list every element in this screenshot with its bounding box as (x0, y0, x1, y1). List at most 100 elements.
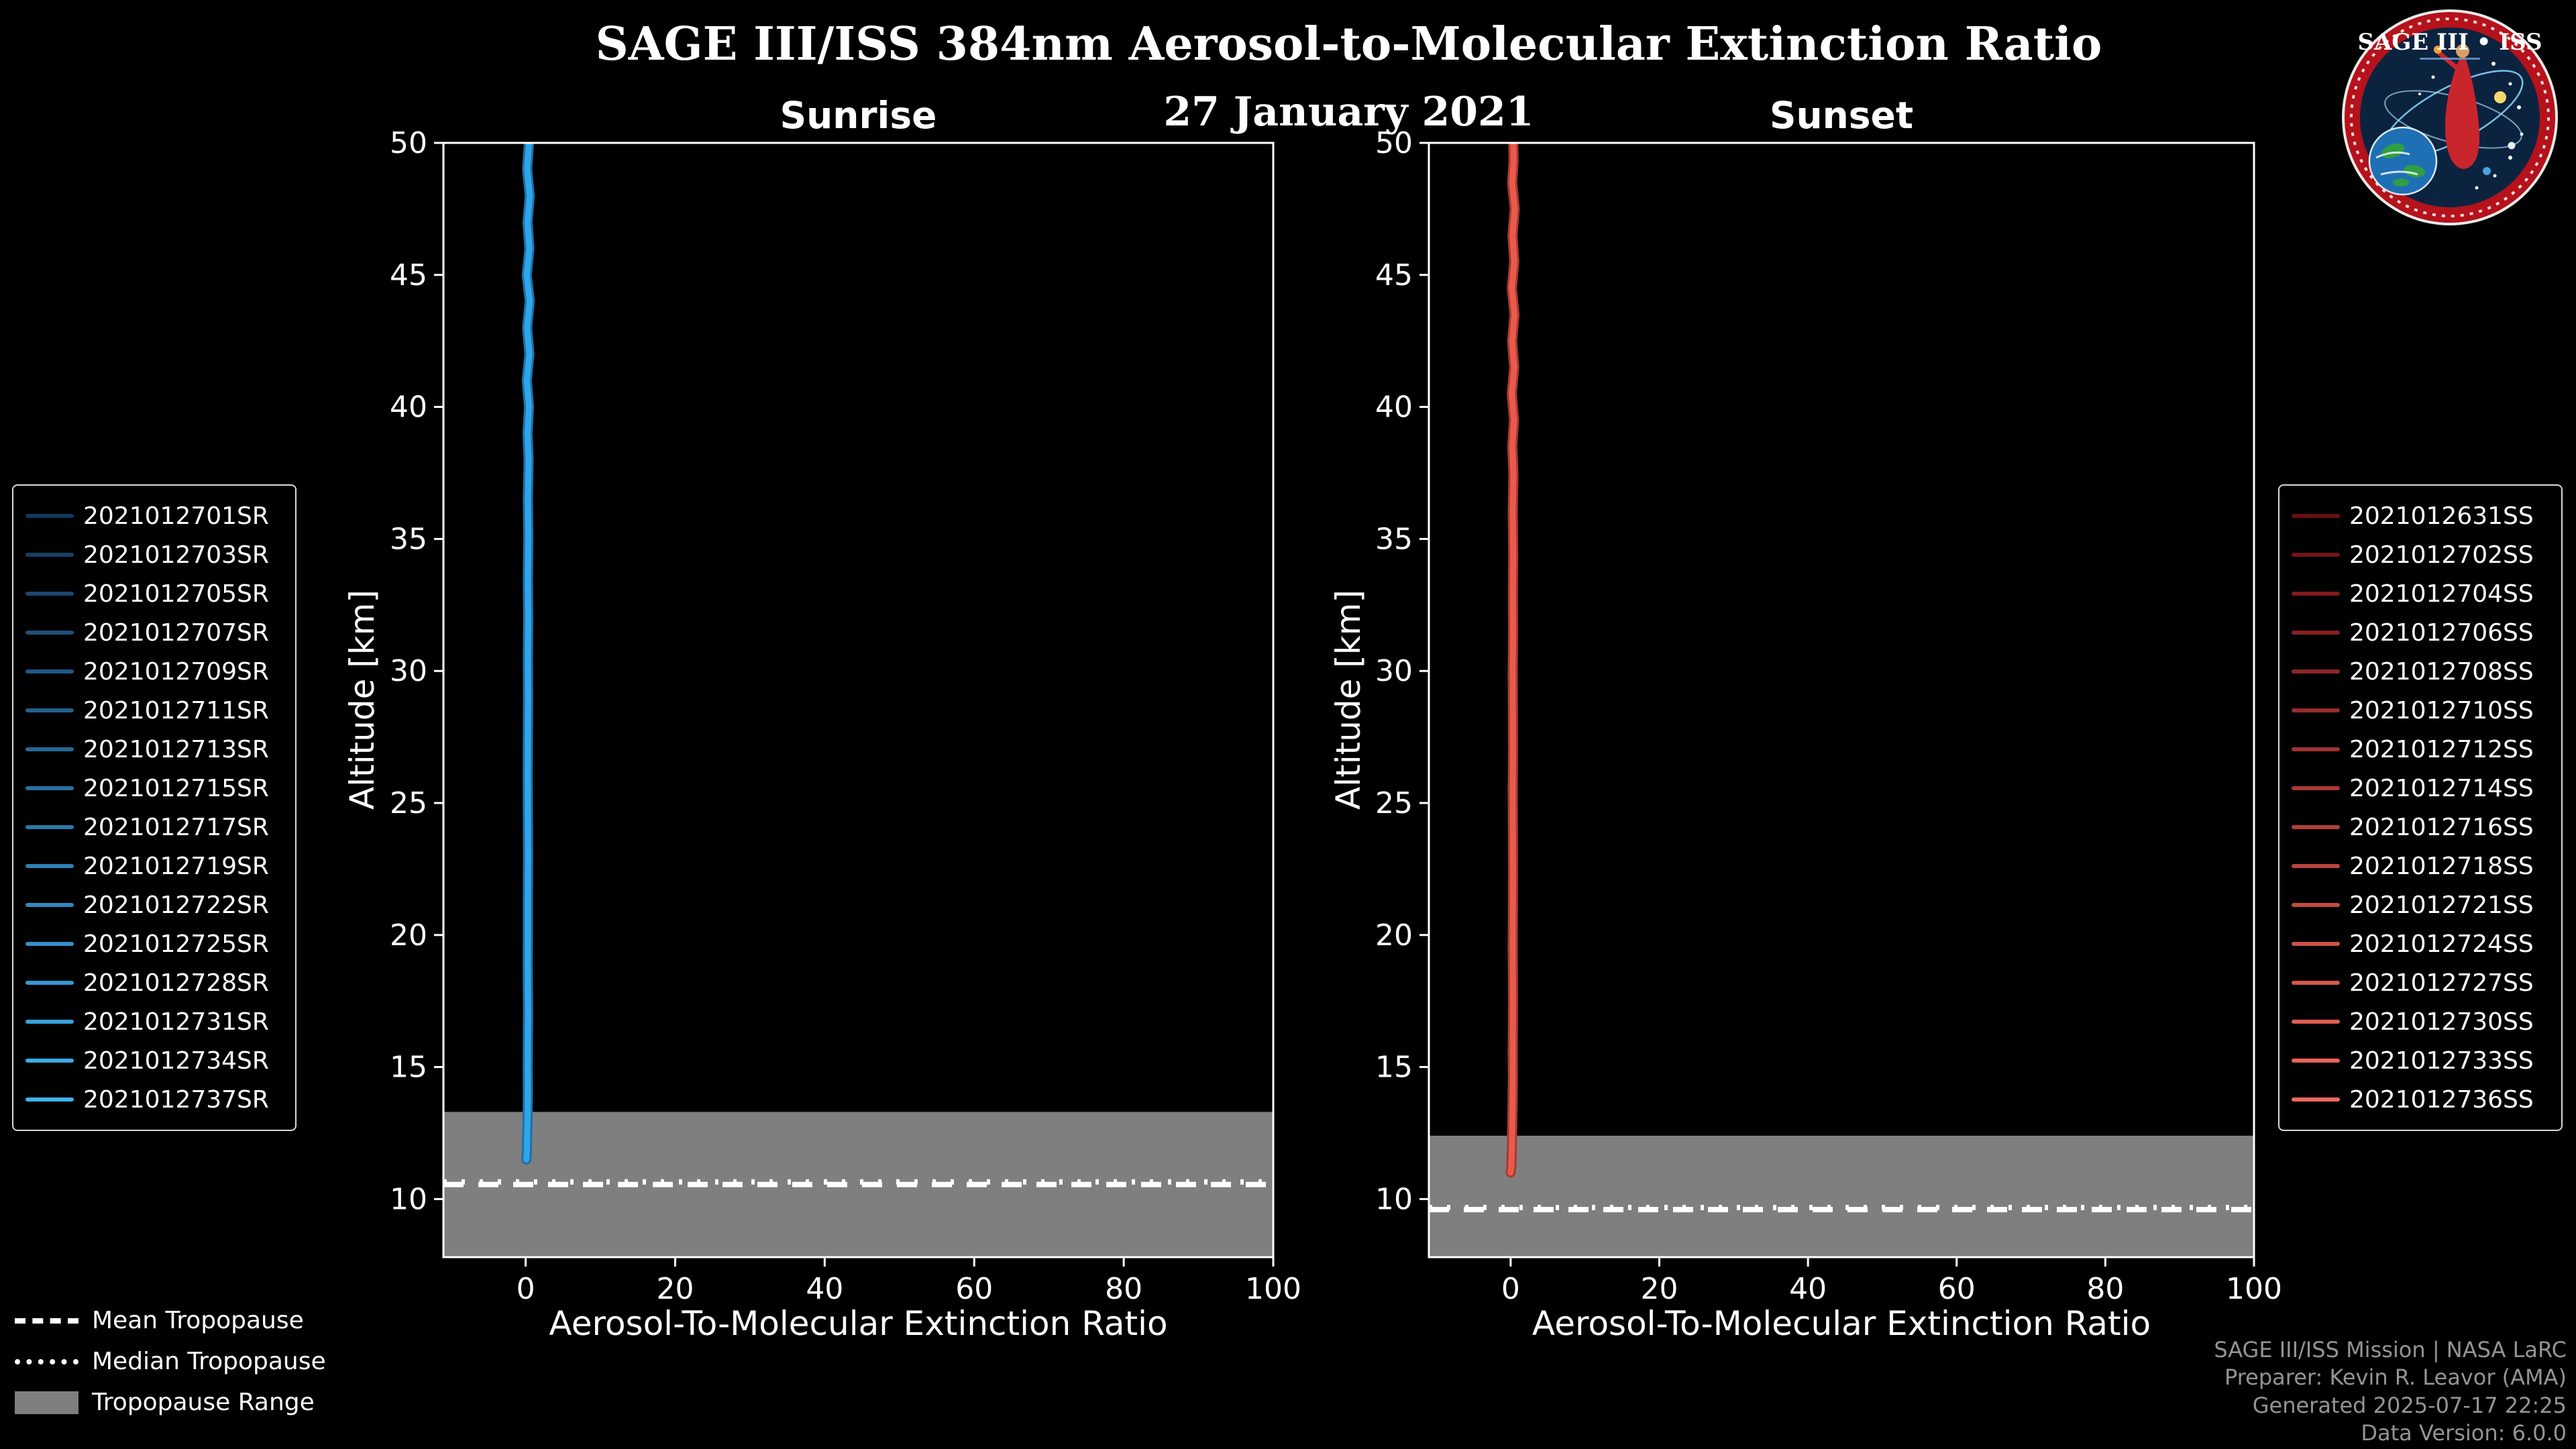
legend-item: 2021012730SS (2286, 1002, 2555, 1041)
legend-item: 2021012710SS (2286, 691, 2555, 730)
legend-item-label: 2021012730SS (2349, 1008, 2534, 1036)
legend-line-swatch (2292, 747, 2340, 751)
y-tick-label: 10 (1375, 1182, 1413, 1216)
y-tick-label: 25 (390, 786, 427, 820)
legend-line-swatch (25, 864, 74, 868)
legend-item: 2021012706SS (2286, 613, 2555, 652)
moon-icon (2508, 142, 2516, 150)
legend-item-label: 2021012733SS (2349, 1046, 2534, 1075)
x-tick-label: 0 (517, 1272, 535, 1306)
legend-item: 2021012731SR (20, 1002, 288, 1041)
mission-credit: SAGE III/ISS Mission | NASA LaRC (2214, 1336, 2567, 1362)
legend-line-swatch (25, 981, 74, 985)
credits-block: SAGE III/ISS Mission | NASA LaRC Prepare… (2214, 1336, 2567, 1448)
x-tick-label: 100 (1245, 1272, 1301, 1306)
y-tick-label: 35 (1375, 522, 1413, 556)
sunset-legend: 2021012631SS 2021012702SS 2021012704SS 2021… (2278, 484, 2563, 1131)
tropopause-range-band (1429, 1135, 2254, 1257)
logo-fine-print (2420, 58, 2480, 60)
legend-item: 2021012724SS (2286, 924, 2555, 963)
planet-icon (2483, 167, 2491, 175)
plot-frame (1428, 142, 2255, 1258)
legend-item-label: Mean Tropopause (92, 1307, 304, 1334)
legend-line-swatch (2292, 669, 2340, 674)
legend-line-swatch (25, 708, 74, 712)
legend-line-swatch (2292, 631, 2340, 635)
legend-item: 2021012734SR (20, 1041, 288, 1080)
legend-item-label: 2021012706SS (2349, 619, 2534, 647)
legend-item-label: 2021012717SR (83, 813, 269, 841)
legend-item: 2021012719SR (20, 847, 288, 885)
legend-item-label: 2021012710SS (2349, 696, 2534, 724)
legend-item-label: 2021012722SR (83, 891, 269, 919)
x-tick-label: 80 (2086, 1272, 2124, 1306)
sun-icon (2494, 91, 2506, 103)
legend-line-swatch (25, 786, 74, 790)
legend-item-label: 2021012708SS (2349, 657, 2534, 686)
legend-item: 2021012733SS (2286, 1041, 2555, 1080)
legend-item-label: Tropopause Range (92, 1389, 315, 1416)
y-tick-label: 40 (390, 390, 427, 425)
legend-item-label: 2021012715SR (83, 774, 269, 802)
y-tick-label: 45 (390, 258, 427, 292)
legend-line-swatch (25, 903, 74, 907)
legend-item-label: 2021012705SR (83, 580, 269, 608)
legend-item-label: 2021012734SR (83, 1046, 269, 1075)
legend-line-swatch (25, 1020, 74, 1024)
legend-item-label: 2021012711SR (83, 696, 269, 724)
sunrise-panel-title: Sunrise (780, 94, 937, 137)
legend-line-swatch (25, 1059, 74, 1063)
x-tick-label: 0 (1501, 1272, 1520, 1306)
legend-item: 2021012737SR (20, 1080, 288, 1119)
legend-item: 2021012712SS (2286, 730, 2555, 769)
legend-item-label: 2021012713SR (83, 735, 269, 763)
x-tick-label: 80 (1105, 1272, 1142, 1306)
sunrise-legend: 2021012701SR 2021012703SR 2021012705SR 2021… (12, 484, 297, 1131)
legend-line-swatch (2292, 786, 2340, 790)
y-tick-label: 20 (390, 918, 427, 953)
legend-item: 2021012708SS (2286, 652, 2555, 691)
legend-item: 2021012715SR (20, 769, 288, 808)
band-swatch (15, 1391, 78, 1414)
y-tick-label: 20 (1375, 918, 1413, 953)
legend-line-swatch (2292, 903, 2340, 907)
legend-item-label: 2021012727SS (2349, 969, 2534, 997)
legend-item: 2021012713SR (20, 730, 288, 769)
legend-line-swatch (25, 942, 74, 946)
legend-item: 2021012718SS (2286, 847, 2555, 885)
legend-item-tropopause-range: Tropopause Range (15, 1382, 326, 1423)
x-tick-label: 100 (2226, 1272, 2282, 1306)
legend-line-swatch (25, 631, 74, 635)
legend-line-swatch (2292, 514, 2340, 518)
legend-item: 2021012701SR (20, 496, 288, 535)
generated-timestamp: Generated 2025-07-17 22:25 (2252, 1392, 2567, 1418)
legend-item-label: 2021012728SR (83, 969, 269, 997)
legend-item-median-tropopause: Median Tropopause (15, 1341, 326, 1382)
legend-item: 2021012721SS (2286, 885, 2555, 924)
legend-item-label: 2021012724SS (2349, 930, 2534, 958)
legend-item-label: 2021012707SR (83, 619, 269, 647)
legend-line-swatch (25, 514, 74, 518)
x-tick-label: 60 (955, 1272, 993, 1306)
legend-item-label: 2021012709SR (83, 657, 269, 686)
legend-item-label: Median Tropopause (92, 1348, 326, 1375)
legend-item: 2021012702SS (2286, 535, 2555, 574)
legend-item-label: 2021012718SS (2349, 852, 2534, 880)
legend-line-swatch (2292, 864, 2340, 868)
legend-line-swatch (2292, 708, 2340, 712)
stars (2418, 62, 2524, 190)
y-tick-label: 35 (390, 522, 427, 556)
legend-line-swatch (2292, 1059, 2340, 1063)
legend-line-swatch (25, 825, 74, 829)
legend-item: 2021012728SR (20, 963, 288, 1002)
y-tick-label: 10 (390, 1182, 427, 1216)
legend-line-swatch (2292, 1020, 2340, 1024)
sunset-panel-title: Sunset (1769, 94, 1914, 137)
legend-item-label: 2021012716SS (2349, 813, 2534, 841)
x-tick-label: 20 (1641, 1272, 1678, 1306)
legend-line-swatch (2292, 825, 2340, 829)
y-tick-label: 30 (390, 654, 427, 688)
legend-line-swatch (2292, 1097, 2340, 1102)
legend-item-label: 2021012714SS (2349, 774, 2534, 802)
